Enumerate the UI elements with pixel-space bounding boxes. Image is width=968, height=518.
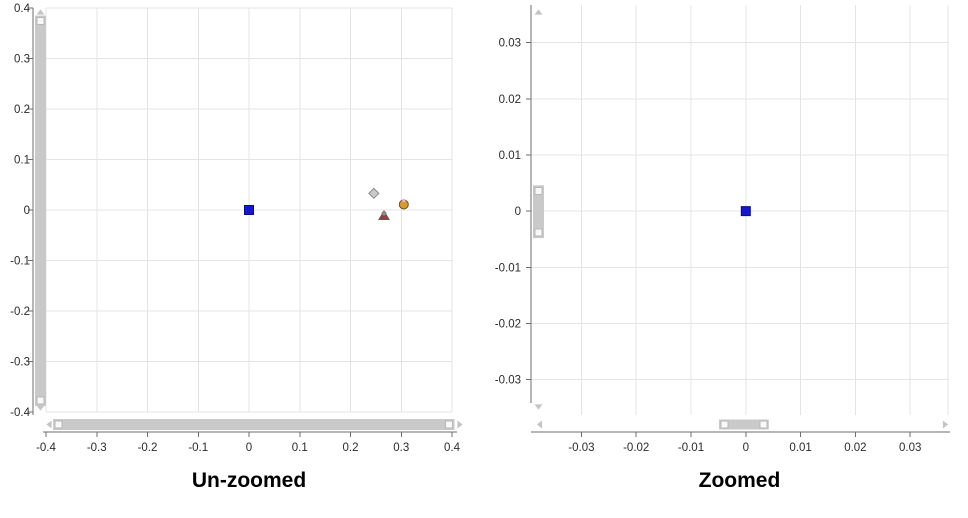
vertical-scroll-end-button[interactable] bbox=[36, 17, 45, 26]
x-tick-label: 0.01 bbox=[789, 442, 811, 454]
y-tick-label: 0.4 bbox=[14, 3, 31, 15]
zoomed-x-axis: -0.03 -0.02 -0.01 0 0.01 0.02 0.03 bbox=[531, 431, 950, 454]
vertical-scroll-thumb[interactable] bbox=[533, 185, 544, 239]
vertical-scroll-end-button[interactable] bbox=[534, 186, 543, 195]
data-point-blue-square bbox=[244, 205, 254, 215]
data-point-blue-square bbox=[740, 206, 751, 217]
x-tick-label: -0.3 bbox=[87, 442, 107, 454]
unzoomed-chart: 0.40.30.20.10-0.1-0.2-0.3-0.4-0.4 -0.3 -0.… bbox=[10, 3, 463, 454]
scroll-right-arrow-icon[interactable] bbox=[457, 420, 463, 429]
x-tick-label: -0.1 bbox=[188, 442, 208, 454]
y-tick-label: -0.2 bbox=[10, 306, 30, 318]
y-tick-label: 0.03 bbox=[499, 38, 521, 50]
vertical-scroll-end-button[interactable] bbox=[534, 228, 543, 237]
vertical-scroll-end-button[interactable] bbox=[36, 396, 45, 405]
horizontal-scroll-thumb[interactable] bbox=[53, 419, 455, 430]
x-tick-label: 0.03 bbox=[899, 442, 921, 454]
scroll-left-arrow-icon[interactable] bbox=[536, 420, 543, 429]
x-tick-label: 0.02 bbox=[844, 442, 866, 454]
unzoomed-data-points bbox=[244, 187, 409, 221]
x-tick-label: -0.03 bbox=[568, 442, 594, 454]
unzoomed-x-axis: -0.4 -0.3 -0.2 -0.1 0 0.1 0.2 0.3 0.4 bbox=[36, 431, 461, 454]
y-tick-label: 0 bbox=[24, 205, 30, 217]
zoomed-chart: 0.030.020.010-0.01-0.02-0.03-0.03 -0.02 -0… bbox=[495, 5, 950, 454]
x-tick-label: 0 bbox=[743, 442, 749, 454]
data-point-gray-diamond bbox=[368, 187, 380, 200]
horizontal-scroll-end-button[interactable] bbox=[759, 420, 768, 429]
vertical-scroll-thumb[interactable] bbox=[35, 15, 46, 406]
scroll-up-arrow-icon[interactable] bbox=[534, 9, 543, 15]
data-point-gold-circle-dot bbox=[402, 198, 406, 203]
horizontal-scroll-end-button[interactable] bbox=[54, 420, 63, 429]
scroll-left-arrow-icon[interactable] bbox=[46, 420, 52, 429]
y-tick-label: 0.1 bbox=[14, 155, 30, 167]
y-tick-label: -0.02 bbox=[495, 318, 521, 330]
x-tick-label: -0.01 bbox=[678, 442, 704, 454]
zoomed-data-points bbox=[740, 206, 751, 217]
x-tick-label: -0.2 bbox=[138, 442, 158, 454]
x-tick-label: 0 bbox=[246, 442, 252, 454]
x-tick-label: 0.4 bbox=[444, 442, 461, 454]
zoomed-gridlines bbox=[531, 5, 949, 415]
zoomed-y-axis: 0.03 0.02 0.01 0 -0.01 -0.02 -0.03 bbox=[495, 5, 532, 403]
scroll-down-arrow-icon[interactable] bbox=[534, 404, 543, 410]
zoomed-horizontal-scrollbar[interactable] bbox=[536, 419, 949, 430]
y-tick-label: 0 bbox=[515, 206, 521, 218]
horizontal-scroll-end-button[interactable] bbox=[720, 420, 729, 429]
scroll-right-arrow-icon[interactable] bbox=[942, 420, 949, 429]
zoomed-vertical-scrollbar[interactable] bbox=[533, 9, 544, 410]
y-tick-label: -0.3 bbox=[10, 357, 30, 369]
y-tick-label: -0.1 bbox=[10, 256, 30, 268]
y-tick-label: 0.2 bbox=[14, 104, 30, 116]
y-tick-label: -0.4 bbox=[10, 407, 30, 419]
scroll-up-arrow-icon[interactable] bbox=[36, 9, 45, 15]
x-tick-label: -0.02 bbox=[623, 442, 649, 454]
data-point-dark-red-triangle-cap bbox=[381, 211, 387, 217]
unzoomed-chart-title: Un-zoomed bbox=[191, 469, 307, 492]
y-tick-label: 0.02 bbox=[499, 94, 521, 106]
y-tick-label: -0.03 bbox=[495, 375, 521, 387]
horizontal-scroll-thumb[interactable] bbox=[718, 419, 769, 430]
y-tick-label: -0.01 bbox=[495, 262, 521, 274]
zoomed-chart-title: Zoomed bbox=[698, 469, 781, 492]
x-tick-label: 0.1 bbox=[292, 442, 308, 454]
x-tick-label: -0.4 bbox=[36, 442, 56, 454]
y-tick-label: 0.01 bbox=[499, 150, 521, 162]
y-tick-label: 0.3 bbox=[14, 54, 30, 66]
scroll-down-arrow-icon[interactable] bbox=[36, 405, 45, 411]
horizontal-scroll-end-button[interactable] bbox=[445, 420, 454, 429]
x-tick-label: 0.2 bbox=[343, 442, 359, 454]
unzoomed-horizontal-scrollbar[interactable] bbox=[46, 419, 463, 430]
unzoomed-y-axis: 0.4 0.3 0.2 0.1 0 -0.1 -0.2 -0.3 -0.4 bbox=[10, 3, 34, 419]
x-tick-label: 0.3 bbox=[393, 442, 409, 454]
unzoomed-vertical-scrollbar[interactable] bbox=[35, 9, 46, 411]
